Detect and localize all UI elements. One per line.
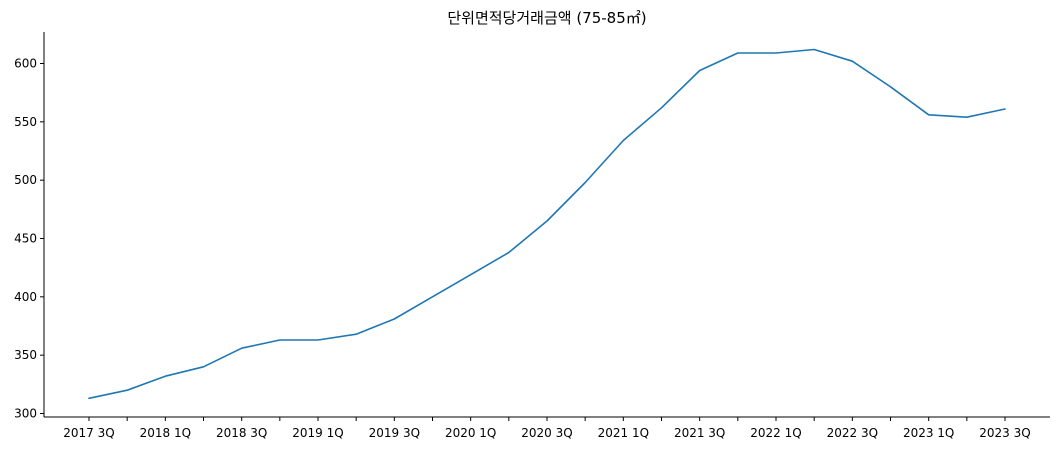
- x-tick-label: 2017 3Q: [63, 426, 114, 440]
- y-tick-label: 500: [14, 173, 37, 187]
- y-tick-label: 350: [14, 348, 37, 362]
- chart-title: 단위면적당거래금액 (75-85㎡): [447, 9, 646, 27]
- x-tick-label: 2022 3Q: [827, 426, 878, 440]
- y-tick-label: 300: [14, 407, 37, 421]
- y-tick-label: 400: [14, 290, 37, 304]
- x-axis: 2017 3Q 2018 1Q 2018 3Q 2019 1Q 2019 3Q 2020 …: [44, 416, 1050, 440]
- x-tick-label: 2020 3Q: [521, 426, 572, 440]
- x-tick-label: 2021 3Q: [674, 426, 725, 440]
- y-axis: 300 350 400 450 500 550 600: [14, 32, 45, 421]
- series-line-0: [88, 48, 1006, 400]
- x-tick-label: 2020 1Q: [445, 426, 496, 440]
- y-tick-label: 450: [14, 232, 37, 246]
- x-tick-label: 2019 1Q: [292, 426, 343, 440]
- x-tick-label: 2021 1Q: [598, 426, 649, 440]
- plot-area: [88, 48, 1006, 400]
- x-tick-label: 2019 3Q: [369, 426, 420, 440]
- y-tick-label: 600: [14, 57, 37, 71]
- x-tick-label: 2023 1Q: [903, 426, 954, 440]
- y-tick-label: 550: [14, 115, 37, 129]
- x-tick-label: 2018 1Q: [140, 426, 191, 440]
- x-tick-label: 2018 3Q: [216, 426, 267, 440]
- x-tick-label: 2023 3Q: [979, 426, 1030, 440]
- x-tick-label: 2022 1Q: [750, 426, 801, 440]
